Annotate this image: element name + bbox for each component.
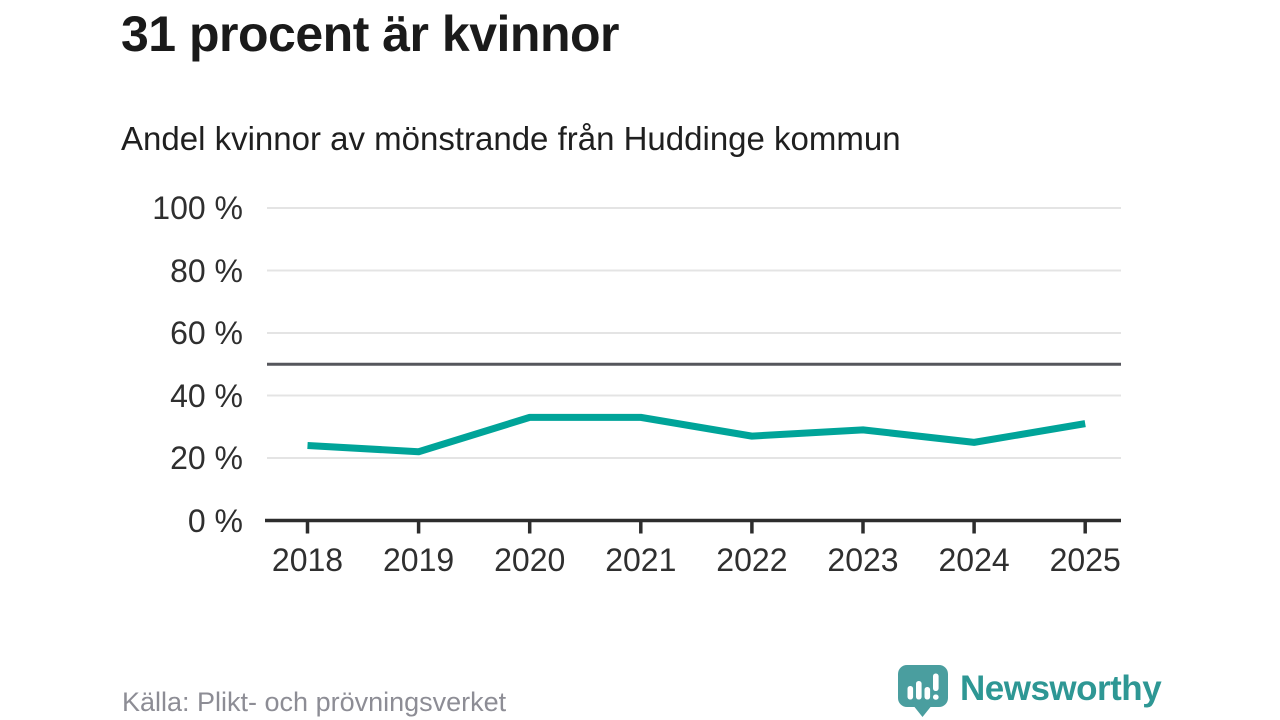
y-tick-label-0: 0 % [187,502,243,539]
x-tick-label-2024: 2024 [938,542,1010,578]
newsworthy-logo: Newsworthy [897,664,1162,718]
data-line-andel-kvinnor [307,413,1086,456]
x-tick-label-2019: 2019 [383,542,455,578]
chart-title: 31 procent är kvinnor [121,6,620,62]
x-tick-label-2025: 2025 [1049,542,1121,578]
x-tick-label-2020: 2020 [494,542,566,578]
x-tick-label-2022: 2022 [716,542,788,578]
y-tick-label-60: 60 % [170,315,243,351]
x-tick-label-2023: 2023 [827,542,899,578]
y-tick-label-100: 100 % [152,190,243,226]
newsworthy-wordmark: Newsworthy [960,669,1162,708]
y-tick-label-40: 40 % [170,377,243,414]
x-tick-label-2018: 2018 [271,542,344,578]
newsworthy-speech-bubble-barchart-icon [898,665,948,717]
x-tick-label-2021: 2021 [605,542,677,578]
y-tick-label-80: 80 % [170,252,243,289]
chart-subtitle: Andel kvinnor av mönstrande från Hudding… [121,120,901,157]
y-tick-label-20: 20 % [170,440,243,476]
source-note: Källa: Plikt- och prövningsverket [122,687,507,717]
